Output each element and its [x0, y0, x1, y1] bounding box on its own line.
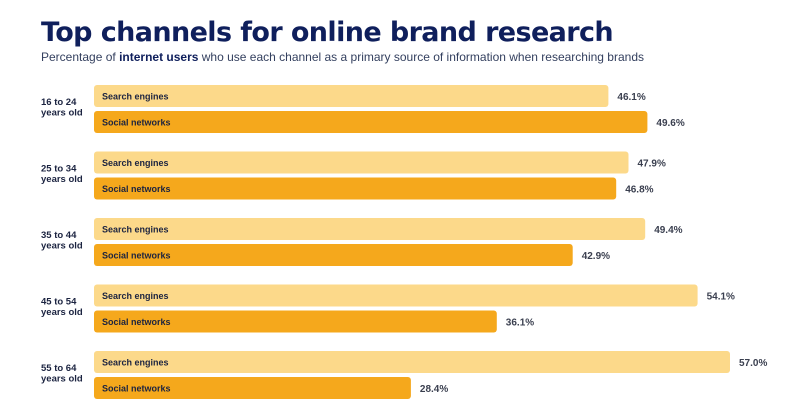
bar [94, 177, 617, 200]
category-label-line: years old [41, 241, 83, 252]
bar-series-label: Social networks [102, 251, 171, 261]
category-label: 35 to 44 years old [41, 230, 83, 252]
chart-title: Top channels for online brand research [41, 17, 614, 48]
category-label: 55 to 64 years old [41, 363, 83, 385]
bar-series-label: Search engines [102, 358, 169, 368]
data-label: 47.9% [638, 159, 666, 170]
category-label-line: 45 to 54 [41, 297, 77, 308]
bar-series-label: Social networks [102, 118, 171, 128]
category-label-line: 35 to 44 [41, 230, 77, 241]
data-label: 46.8% [625, 185, 653, 196]
bar-group: 16 to 24 years old Search engines 46.1% Soci… [41, 85, 685, 133]
data-label: 49.4% [654, 225, 682, 236]
category-label-line: years old [41, 108, 83, 119]
bar [94, 377, 411, 399]
category-label-line: 16 to 24 [41, 97, 77, 108]
bar [94, 351, 730, 373]
data-label: 57.0% [739, 358, 767, 369]
bar-series-label: Social networks [102, 384, 171, 394]
category-label-line: years old [41, 174, 83, 185]
data-label: 42.9% [582, 251, 610, 262]
data-label: 28.4% [420, 384, 448, 395]
bar [94, 111, 648, 133]
bar [94, 218, 646, 240]
category-label: 45 to 54 years old [41, 297, 83, 319]
bar-group: 25 to 34 years old Search engines 47.9% Soci… [41, 151, 666, 200]
subtitle-prefix: Percentage of [41, 50, 120, 64]
category-label-line: years old [41, 307, 83, 318]
bar [94, 151, 629, 174]
category-label-line: years old [41, 374, 83, 385]
data-label: 54.1% [707, 292, 735, 303]
bar [94, 284, 698, 307]
data-label: 49.6% [656, 118, 684, 129]
category-label-line: 55 to 64 [41, 363, 77, 374]
bar-group: 55 to 64 years old Search engines 57.0% Soci… [41, 351, 767, 399]
subtitle-suffix: who use each channel as a primary source… [198, 50, 644, 64]
bar [94, 85, 609, 107]
bar-series-label: Search engines [102, 158, 169, 168]
chart-subtitle: Percentage of internet users who use eac… [41, 49, 644, 65]
bar [94, 310, 497, 333]
bar-series-label: Social networks [102, 317, 171, 327]
bar-series-label: Search engines [102, 225, 169, 235]
category-label: 25 to 34 years old [41, 164, 83, 186]
bar-series-label: Search engines [102, 291, 169, 301]
bar-group: 45 to 54 years old Search engines 54.1% Soci… [41, 284, 735, 333]
bar-series-label: Search engines [102, 92, 169, 102]
subtitle-emphasis: internet users [119, 50, 199, 64]
data-label: 36.1% [506, 318, 534, 329]
category-label: 16 to 24 years old [41, 97, 83, 119]
bar-series-label: Social networks [102, 184, 171, 194]
data-label: 46.1% [617, 92, 645, 103]
category-label-line: 25 to 34 [41, 164, 77, 175]
bar [94, 244, 573, 266]
bar-group: 35 to 44 years old Search engines 49.4% Soci… [41, 218, 683, 266]
